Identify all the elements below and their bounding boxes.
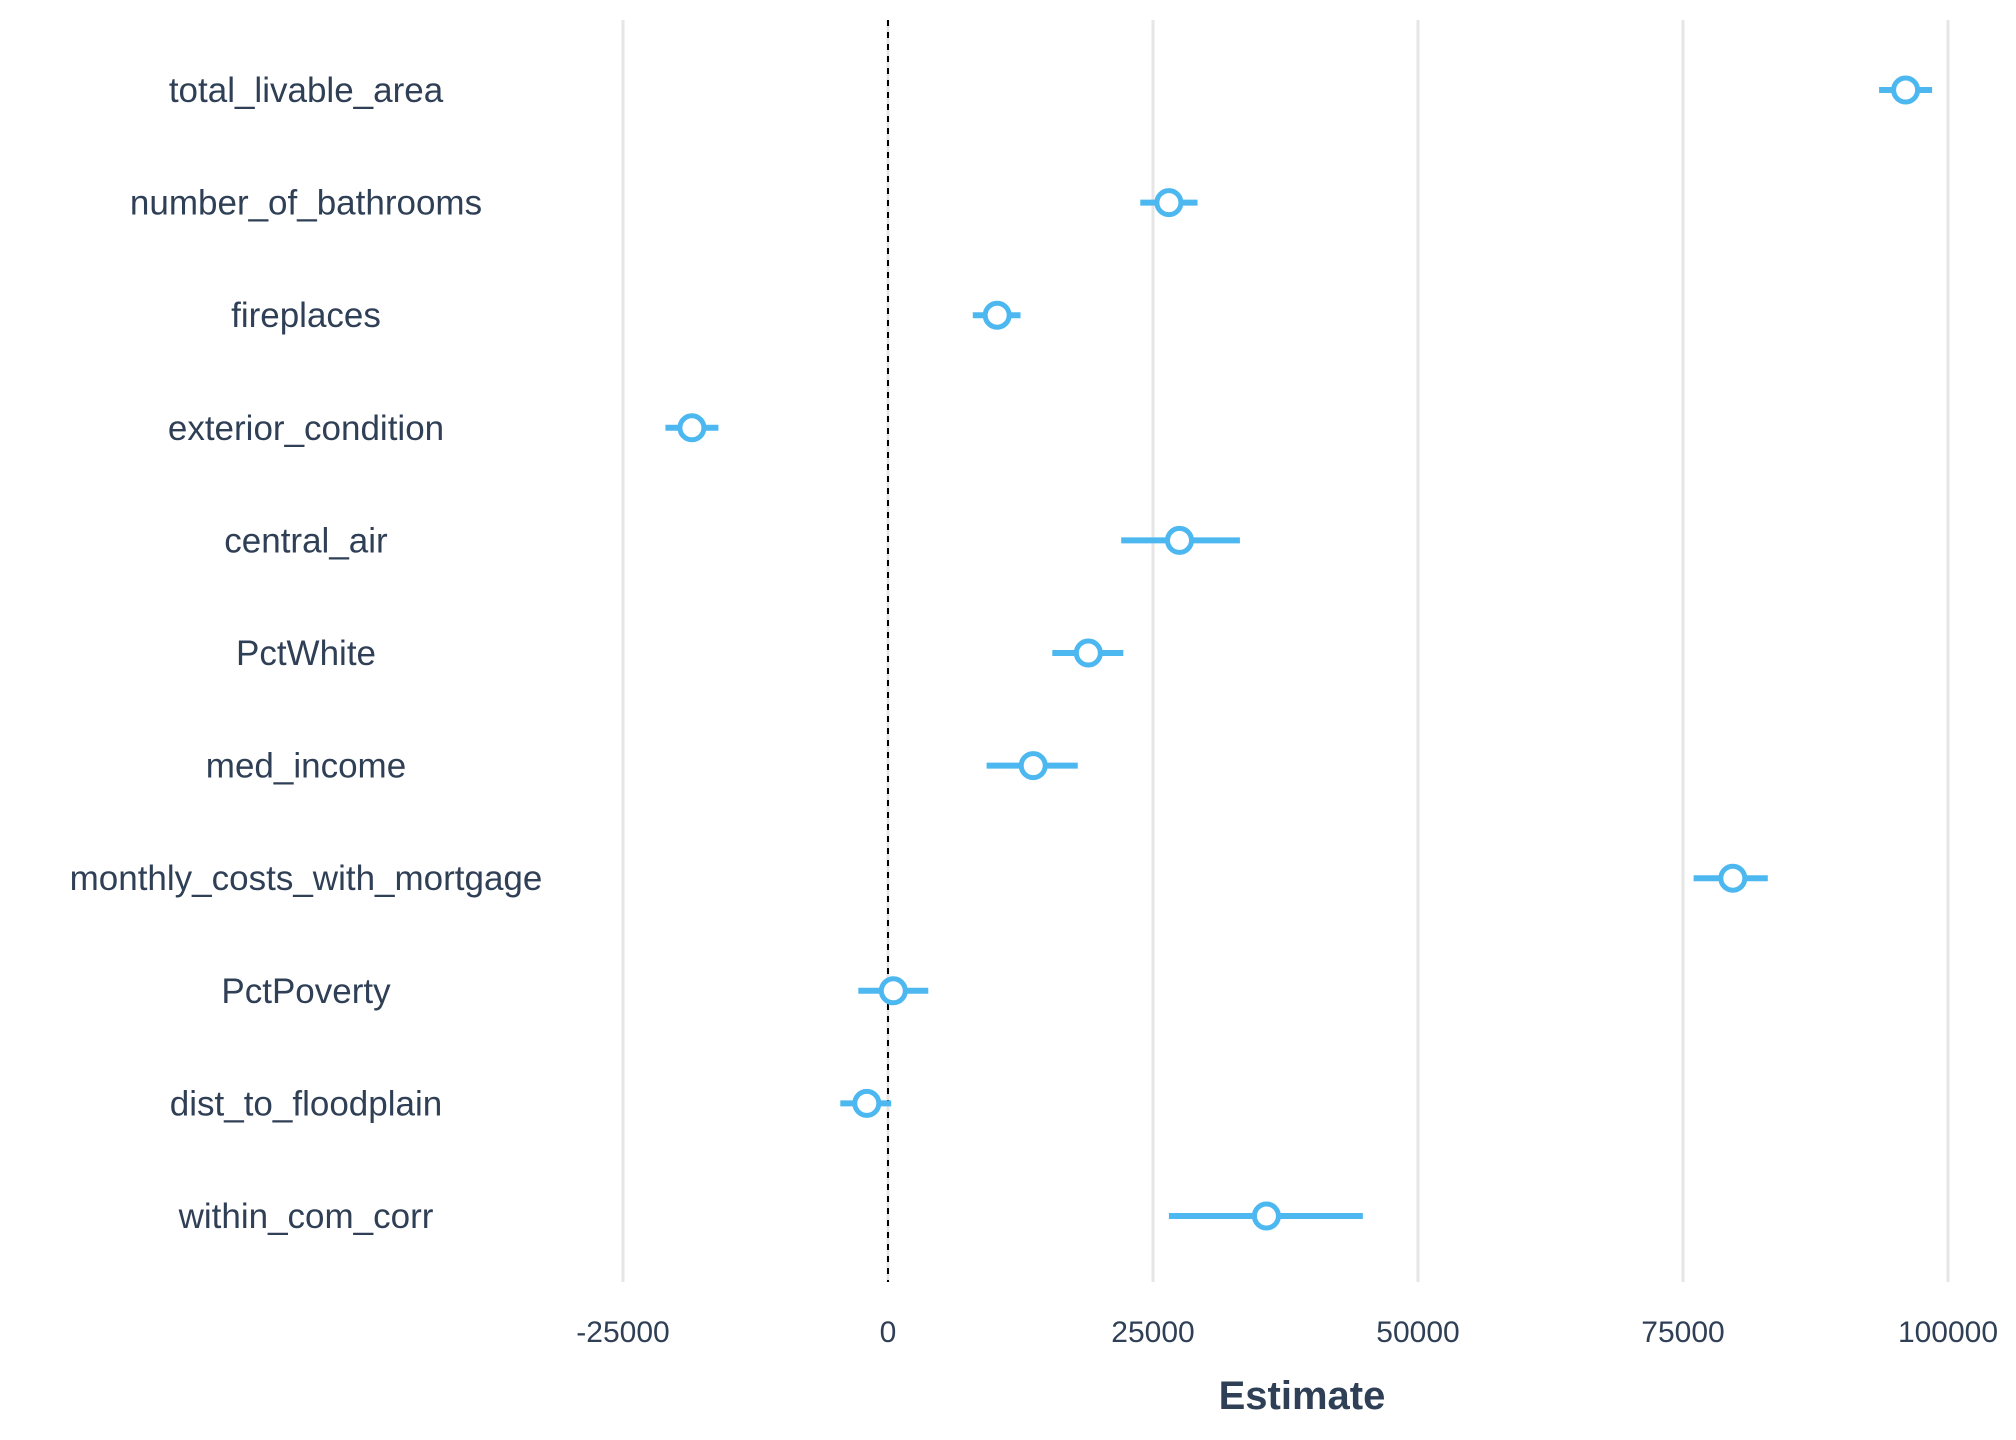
grid-layer (621, 20, 1950, 1282)
tick-layer: -25000 0 25000 50000 75000 100000 (576, 1316, 1998, 1349)
estimate-point (878, 976, 908, 1006)
y-category-label: central_air (224, 521, 388, 560)
estimate-point (1165, 525, 1194, 555)
y-category-label: total_livable_area (169, 71, 444, 110)
estimate-point (1018, 751, 1048, 781)
label-layer: total_livable_area number_of_bathroomsfir… (70, 71, 543, 1236)
x-axis-title: Estimate (1219, 1374, 1386, 1418)
y-category-label: within_com_corr (178, 1197, 434, 1236)
y-category-label: monthly_costs_with_mortgage (70, 859, 543, 898)
y-category-label: PctWhite (236, 634, 376, 673)
x-tick-label: 100000 (1898, 1316, 1998, 1349)
y-category-label: med_income (206, 747, 406, 786)
estimate-point (1251, 1201, 1281, 1231)
y-category-label: dist_to_floodplain (170, 1084, 442, 1123)
x-tick-label: 25000 (1111, 1316, 1194, 1349)
y-category-label: exterior_condition (168, 409, 444, 448)
y-category-label: fireplaces (231, 296, 381, 335)
mark-layer (665, 75, 1933, 1231)
x-tick-label: 75000 (1641, 1316, 1724, 1349)
estimate-point (982, 300, 1012, 330)
y-category-label: PctPoverty (221, 972, 391, 1011)
estimate-point (1718, 863, 1748, 893)
x-tick-label: 50000 (1376, 1316, 1459, 1349)
x-tick-label: 0 (880, 1316, 897, 1349)
estimate-point (852, 1088, 882, 1118)
y-category-label: number_of_bathrooms (130, 184, 482, 223)
estimate-point (1073, 638, 1103, 668)
estimate-point (1154, 188, 1184, 218)
x-tick-label: -25000 (576, 1316, 669, 1349)
estimate-point (677, 413, 707, 443)
estimate-point (1891, 75, 1921, 105)
